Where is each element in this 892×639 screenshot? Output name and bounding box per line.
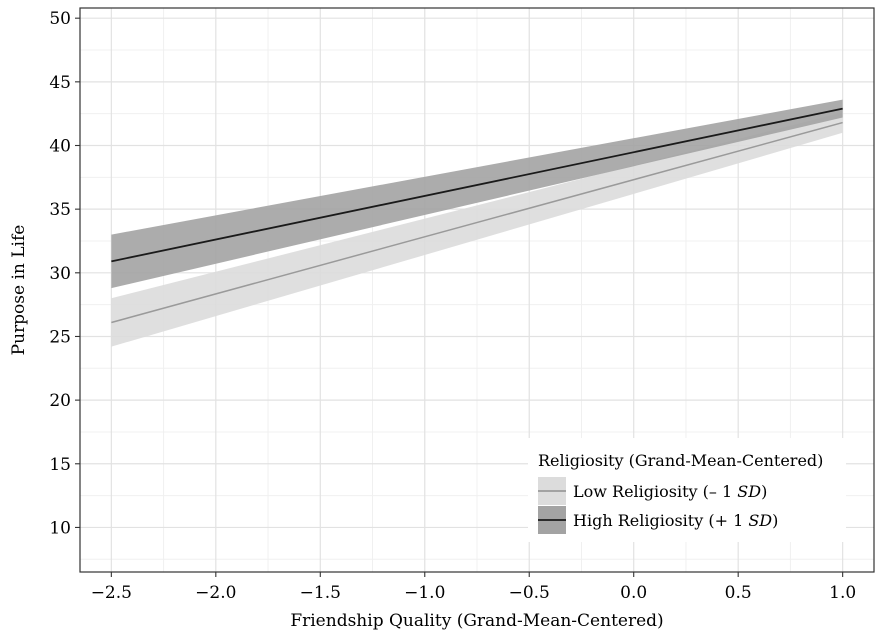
regression-line-low (111, 121, 843, 324)
legend-items: Low Religiosity (– 1 SD) High Religiosity… (538, 477, 778, 534)
x-tick-label: −1.5 (300, 583, 341, 603)
x-axis-title: Friendship Quality (Grand-Mean-Centered) (290, 611, 663, 631)
y-tick-label: 40 (49, 136, 71, 156)
regression-lines (111, 107, 843, 324)
y-tick-label: 10 (49, 518, 71, 538)
y-axis-title: Purpose in Life (9, 225, 29, 356)
x-tick-label: −2.0 (195, 583, 236, 603)
legend: Religiosity (Grand-Mean-Centered) Low Re… (528, 438, 846, 542)
legend-label-low: Low Religiosity (– 1 SD) (573, 482, 767, 501)
y-tick-label: 45 (49, 73, 71, 93)
ci-band-low (111, 112, 843, 347)
y-tick-label: 35 (49, 200, 71, 220)
legend-background (528, 438, 846, 542)
x-tick-label: 0.0 (620, 583, 647, 603)
legend-label-high: High Religiosity (+ 1 SD) (573, 511, 778, 530)
x-tick-label: 0.5 (725, 583, 752, 603)
x-tick-label: −0.5 (509, 583, 550, 603)
x-tick-label: 1.0 (829, 583, 856, 603)
y-tick-label: 50 (49, 9, 71, 29)
x-tick-label: −2.5 (91, 583, 132, 603)
x-tick-label: −1.0 (404, 583, 445, 603)
y-axis-ticks: 10 15 20 25 30 35 40 45 50 (49, 9, 80, 538)
y-tick-label: 25 (49, 327, 71, 347)
x-axis-ticks: −2.5 −2.0 −1.5 −1.0 −0.5 0.0 0.5 1.0 (91, 572, 856, 603)
regression-line-high (111, 107, 843, 263)
legend-title: Religiosity (Grand-Mean-Centered) (538, 451, 823, 470)
y-tick-label: 30 (49, 264, 71, 284)
y-tick-label: 15 (49, 455, 71, 475)
plot-border (79, 7, 875, 573)
y-tick-label: 20 (49, 391, 71, 411)
